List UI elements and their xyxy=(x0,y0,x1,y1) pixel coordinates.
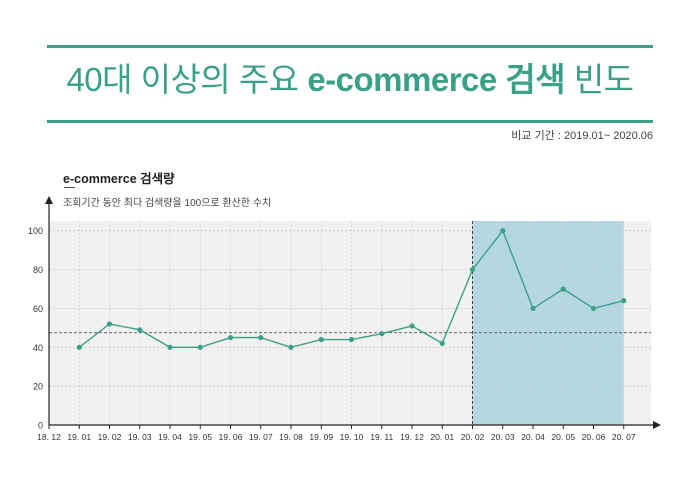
x-tick-label: 20. 06 xyxy=(582,432,606,442)
x-tick-label: 19. 10 xyxy=(340,432,364,442)
x-tick-label: 19. 01 xyxy=(67,432,91,442)
x-tick-label: 19. 03 xyxy=(128,432,152,442)
page-title: 40대 이상의 주요 e-commerce 검색 빈도 xyxy=(47,58,653,102)
y-axis-arrow xyxy=(45,196,53,204)
x-tick-label: 20. 03 xyxy=(491,432,515,442)
chart-title-dash xyxy=(64,187,75,188)
x-tick-label: 19. 08 xyxy=(279,432,303,442)
x-tick-label: 19. 04 xyxy=(158,432,182,442)
page-title-end: 빈도 xyxy=(573,61,634,98)
data-point xyxy=(197,344,203,350)
data-point xyxy=(590,305,597,312)
y-tick-label: 100 xyxy=(28,226,43,236)
y-tick-label: 40 xyxy=(33,343,43,353)
page-title-accent: e-commerce 검색 xyxy=(307,61,566,98)
highlight-region xyxy=(472,221,624,425)
data-point xyxy=(227,334,234,341)
x-axis-arrow xyxy=(653,421,661,429)
comparison-period: 비교 기간 : 2019.01~ 2020.06 xyxy=(511,130,653,142)
data-point xyxy=(469,266,476,273)
x-tick-label: 19. 12 xyxy=(400,432,424,442)
chart-subtitle: 조회기간 동안 최다 검색량을 100으로 환산한 수치 xyxy=(63,198,272,209)
page-title-main: 40대 이상의 주요 xyxy=(66,61,299,98)
data-point xyxy=(560,286,566,292)
data-point xyxy=(167,344,173,350)
title-rule-top xyxy=(47,45,653,48)
x-tick-label: 20. 02 xyxy=(461,432,485,442)
data-point xyxy=(379,331,385,337)
x-tick-label: 20. 05 xyxy=(551,432,575,442)
title-rule-bottom xyxy=(47,120,653,123)
data-point xyxy=(621,298,627,304)
y-tick-label: 80 xyxy=(33,265,43,275)
x-tick-label: 20. 01 xyxy=(430,432,454,442)
x-tick-label: 19. 02 xyxy=(98,432,122,442)
data-point xyxy=(288,344,294,350)
data-point xyxy=(409,323,415,329)
data-point xyxy=(530,305,536,312)
data-point xyxy=(106,321,113,327)
x-tick-label: 19. 06 xyxy=(219,432,243,442)
data-point xyxy=(137,327,143,333)
data-point xyxy=(439,340,445,346)
x-tick-label: 19. 07 xyxy=(249,432,273,442)
x-tick-label: 19. 05 xyxy=(188,432,212,442)
x-tick-label: 19. 11 xyxy=(370,432,393,442)
data-point xyxy=(76,344,82,350)
x-tick-label: 20. 04 xyxy=(521,432,545,442)
chart-title: e-commerce 검색량 xyxy=(63,172,175,186)
data-point xyxy=(500,228,506,234)
data-point xyxy=(318,336,324,343)
x-tick-label: 20. 07 xyxy=(612,432,636,442)
data-point xyxy=(258,334,264,341)
x-tick-label: 19. 09 xyxy=(309,432,333,442)
x-tick-label: 18. 12 xyxy=(37,432,61,442)
y-tick-label: 20 xyxy=(33,382,43,392)
y-tick-label: 0 xyxy=(38,421,43,431)
data-point xyxy=(348,336,355,343)
y-tick-label: 60 xyxy=(33,304,43,314)
